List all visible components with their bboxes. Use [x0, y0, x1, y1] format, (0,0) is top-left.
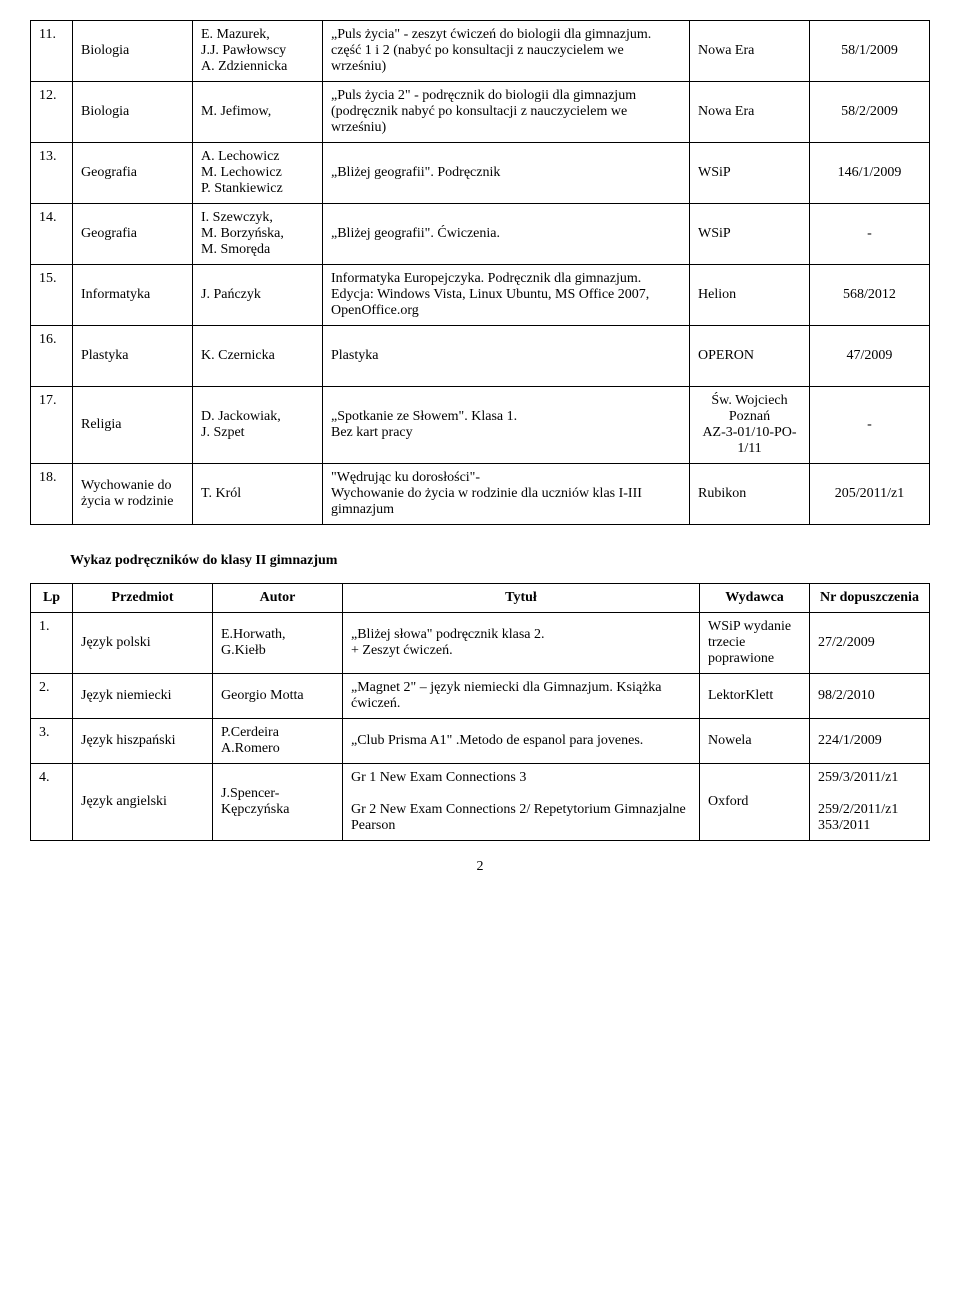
- cell-publisher: Rubikon: [690, 464, 810, 525]
- cell-subject: Język hiszpański: [73, 719, 213, 764]
- header-lp: Lp: [31, 584, 73, 613]
- cell-lp: 3.: [31, 719, 73, 764]
- cell-publisher: Nowa Era: [690, 82, 810, 143]
- header-publisher: Wydawca: [700, 584, 810, 613]
- cell-number: 12.: [31, 82, 73, 143]
- cell-publisher: WSiP: [690, 204, 810, 265]
- cell-publisher: LektorKlett: [700, 674, 810, 719]
- cell-author: E.Horwath,G.Kiełb: [213, 613, 343, 674]
- cell-publisher: WSiP: [690, 143, 810, 204]
- cell-author: P.CerdeiraA.Romero: [213, 719, 343, 764]
- cell-author: D. Jackowiak,J. Szpet: [193, 387, 323, 464]
- cell-number: 16.: [31, 326, 73, 387]
- cell-approval: 568/2012: [810, 265, 930, 326]
- cell-publisher: OPERON: [690, 326, 810, 387]
- cell-title: „Puls życia" - zeszyt ćwiczeń do biologi…: [323, 21, 690, 82]
- cell-author: E. Mazurek,J.J. PawłowscyA. Zdziennicka: [193, 21, 323, 82]
- table-row: 16.PlastykaK. CzernickaPlastykaOPERON47/…: [31, 326, 930, 387]
- cell-subject: Język niemiecki: [73, 674, 213, 719]
- table-row: 12.BiologiaM. Jefimow,„Puls życia 2" - p…: [31, 82, 930, 143]
- table-row: 13.GeografiaA. LechowiczM. LechowiczP. S…: [31, 143, 930, 204]
- cell-lp: 1.: [31, 613, 73, 674]
- cell-approval: -: [810, 387, 930, 464]
- cell-title: Informatyka Europejczyka. Podręcznik dla…: [323, 265, 690, 326]
- cell-subject: Biologia: [73, 21, 193, 82]
- cell-title: „Magnet 2" – język niemiecki dla Gimnazj…: [343, 674, 700, 719]
- table-row: 14.GeografiaI. Szewczyk,M. Borzyńska,M. …: [31, 204, 930, 265]
- cell-author: I. Szewczyk,M. Borzyńska,M. Smoręda: [193, 204, 323, 265]
- cell-title: Plastyka: [323, 326, 690, 387]
- table-row: 1.Język polskiE.Horwath,G.Kiełb„Bliżej s…: [31, 613, 930, 674]
- table-header-row: Lp Przedmiot Autor Tytuł Wydawca Nr dopu…: [31, 584, 930, 613]
- cell-approval: 58/1/2009: [810, 21, 930, 82]
- cell-author: T. Król: [193, 464, 323, 525]
- cell-number: 14.: [31, 204, 73, 265]
- table-row: 15.InformatykaJ. PańczykInformatyka Euro…: [31, 265, 930, 326]
- cell-title: „Bliżej słowa" podręcznik klasa 2.+ Zesz…: [343, 613, 700, 674]
- cell-approval: -: [810, 204, 930, 265]
- cell-title: „Bliżej geografii". Ćwiczenia.: [323, 204, 690, 265]
- cell-subject: Wychowanie do życia w rodzinie: [73, 464, 193, 525]
- cell-author: J. Pańczyk: [193, 265, 323, 326]
- cell-subject: Geografia: [73, 204, 193, 265]
- cell-author: M. Jefimow,: [193, 82, 323, 143]
- cell-approval: 47/2009: [810, 326, 930, 387]
- cell-title: „Bliżej geografii". Podręcznik: [323, 143, 690, 204]
- cell-subject: Religia: [73, 387, 193, 464]
- cell-approval: 98/2/2010: [810, 674, 930, 719]
- cell-author: Georgio Motta: [213, 674, 343, 719]
- cell-number: 11.: [31, 21, 73, 82]
- cell-number: 17.: [31, 387, 73, 464]
- section-2-title: Wykaz podręczników do klasy II gimnazjum: [70, 553, 930, 569]
- table-row: 3.Język hiszpańskiP.CerdeiraA.Romero„Clu…: [31, 719, 930, 764]
- cell-publisher: Nowela: [700, 719, 810, 764]
- textbook-table-2: Lp Przedmiot Autor Tytuł Wydawca Nr dopu…: [30, 583, 930, 841]
- cell-approval: 27/2/2009: [810, 613, 930, 674]
- cell-lp: 2.: [31, 674, 73, 719]
- table-row: 17.ReligiaD. Jackowiak,J. Szpet„Spotkani…: [31, 387, 930, 464]
- cell-publisher: WSiP wydanie trzecie poprawione: [700, 613, 810, 674]
- cell-number: 15.: [31, 265, 73, 326]
- cell-title: „Spotkanie ze Słowem". Klasa 1.Bez kart …: [323, 387, 690, 464]
- table-row: 2.Język niemieckiGeorgio Motta„Magnet 2"…: [31, 674, 930, 719]
- cell-publisher: Helion: [690, 265, 810, 326]
- cell-publisher: Oxford: [700, 764, 810, 841]
- cell-author: A. LechowiczM. LechowiczP. Stankiewicz: [193, 143, 323, 204]
- textbook-table-1: 11.BiologiaE. Mazurek,J.J. PawłowscyA. Z…: [30, 20, 930, 525]
- cell-lp: 4.: [31, 764, 73, 841]
- cell-subject: Informatyka: [73, 265, 193, 326]
- cell-subject: Geografia: [73, 143, 193, 204]
- header-author: Autor: [213, 584, 343, 613]
- cell-approval: 146/1/2009: [810, 143, 930, 204]
- cell-subject: Język polski: [73, 613, 213, 674]
- cell-title: „Club Prisma A1" .Metodo de espanol para…: [343, 719, 700, 764]
- cell-number: 13.: [31, 143, 73, 204]
- cell-title: „Puls życia 2" - podręcznik do biologii …: [323, 82, 690, 143]
- page-number: 2: [30, 859, 930, 875]
- cell-publisher: Św. WojciechPoznańAZ-3-01/10-PO-1/11: [690, 387, 810, 464]
- table-row: 11.BiologiaE. Mazurek,J.J. PawłowscyA. Z…: [31, 21, 930, 82]
- table-row: 18.Wychowanie do życia w rodzinieT. Król…: [31, 464, 930, 525]
- cell-title: "Wędrując ku dorosłości"-Wychowanie do ż…: [323, 464, 690, 525]
- cell-publisher: Nowa Era: [690, 21, 810, 82]
- cell-author: J.Spencer-Kępczyńska: [213, 764, 343, 841]
- table-row: 4.Język angielskiJ.Spencer-KępczyńskaGr …: [31, 764, 930, 841]
- cell-number: 18.: [31, 464, 73, 525]
- cell-approval: 205/2011/z1: [810, 464, 930, 525]
- cell-title: Gr 1 New Exam Connections 3Gr 2 New Exam…: [343, 764, 700, 841]
- cell-approval: 58/2/2009: [810, 82, 930, 143]
- cell-subject: Biologia: [73, 82, 193, 143]
- cell-subject: Plastyka: [73, 326, 193, 387]
- cell-subject: Język angielski: [73, 764, 213, 841]
- header-title: Tytuł: [343, 584, 700, 613]
- cell-approval: 224/1/2009: [810, 719, 930, 764]
- header-approval: Nr dopuszczenia: [810, 584, 930, 613]
- cell-approval: 259/3/2011/z1259/2/2011/z1353/2011: [810, 764, 930, 841]
- header-subject: Przedmiot: [73, 584, 213, 613]
- cell-author: K. Czernicka: [193, 326, 323, 387]
